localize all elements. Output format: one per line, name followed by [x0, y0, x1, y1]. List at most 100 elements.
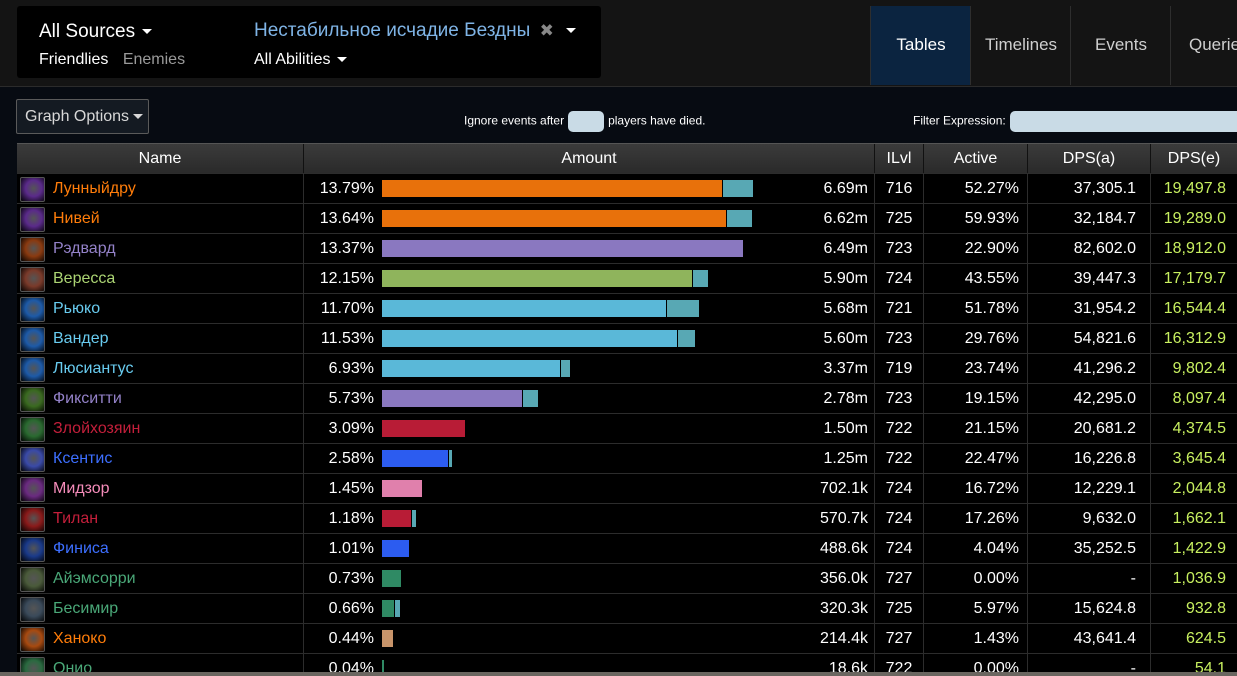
filter-expression-input[interactable]	[1009, 111, 1237, 132]
damage-percent: 13.37%	[319, 240, 374, 257]
player-name[interactable]: Фикситти	[53, 390, 122, 407]
table-row[interactable]: Мидзор 1.45% 702.1k 724 16.72% 12,229.1 2,044.…	[17, 473, 1237, 503]
abilities-dropdown[interactable]: All Abilities	[254, 51, 348, 69]
tab-queries[interactable]: Queries	[1170, 6, 1237, 85]
player-name[interactable]: Айэмсорри	[53, 570, 136, 587]
dps-effective: 19,497.8	[1163, 180, 1226, 197]
table-row[interactable]: Тилан 1.18% 570.7k 724 17.26% 9,632.0 1,662.1	[17, 503, 1237, 533]
column-divider	[1150, 354, 1151, 383]
dps-active: -	[1130, 570, 1136, 587]
item-level: 722	[885, 420, 913, 437]
table-row[interactable]: Лунныйдру 13.79% 6.69m 716 52.27% 37,305.1 19,…	[17, 173, 1237, 203]
active-percent: 17.26%	[964, 510, 1019, 527]
column-header-dps-a[interactable]: DPS(a)	[1028, 144, 1151, 173]
table-row[interactable]: Нивей 13.64% 6.62m 725 59.93% 32,184.7 19,289.…	[17, 203, 1237, 233]
column-header-name[interactable]: Name	[17, 144, 304, 173]
column-divider	[923, 324, 924, 353]
column-divider	[1150, 444, 1151, 473]
tab-tables[interactable]: Tables	[870, 6, 971, 85]
player-name[interactable]: Злойхозяин	[53, 420, 141, 437]
dps-active: 16,226.8	[1073, 450, 1136, 467]
player-name[interactable]: Финиса	[53, 540, 109, 557]
target-dropdown[interactable]: Нестабильное исчадие Бездны ✖	[254, 20, 577, 42]
column-header-ilvl[interactable]: ILvl	[875, 144, 924, 173]
dps-effective: 16,544.4	[1163, 300, 1226, 317]
column-header-dps-e[interactable]: DPS(e)	[1167, 150, 1221, 167]
graph-options-button[interactable]: Graph Options	[16, 99, 149, 134]
column-divider	[923, 264, 924, 293]
player-name[interactable]: Вандер	[53, 330, 109, 347]
player-name[interactable]: Рьюко	[53, 300, 101, 317]
column-divider	[923, 504, 924, 533]
table-row[interactable]: Айэмсорри 0.73% 356.0k 727 0.00% - 1,036.9	[17, 563, 1237, 593]
column-header-amount[interactable]: Amount	[304, 144, 875, 173]
player-name[interactable]: Бесимир	[53, 600, 119, 617]
player-name[interactable]: Лунныйдру	[53, 180, 136, 197]
column-divider	[303, 174, 304, 203]
damage-percent: 11.53%	[320, 330, 374, 347]
table-row[interactable]: Ксентис 2.58% 1.25m 722 22.47% 16,226.8 3,645.…	[17, 443, 1237, 473]
table-row[interactable]: Финиса 1.01% 488.6k 724 4.04% 35,252.5 1,422.9	[17, 533, 1237, 563]
enemies-link[interactable]: Enemies	[122, 51, 186, 68]
column-divider	[1150, 564, 1151, 593]
table-row[interactable]: Бесимир 0.66% 320.3k 725 5.97% 15,624.8 932.8	[17, 593, 1237, 623]
player-name[interactable]: Тилан	[53, 510, 99, 527]
column-divider	[1027, 294, 1028, 323]
column-divider	[1150, 324, 1151, 353]
table-row[interactable]: Фикситти 5.73% 2.78m 723 19.15% 42,295.0 8,097…	[17, 383, 1237, 413]
column-divider	[303, 654, 304, 676]
column-divider	[874, 414, 875, 443]
player-name[interactable]: Ханоко	[53, 630, 107, 647]
player-name[interactable]: Люсиантус	[53, 360, 134, 377]
damage-amount: 702.1k	[819, 480, 868, 497]
damage-bar	[382, 570, 401, 587]
source-dropdown[interactable]: All Sources	[39, 21, 153, 43]
dps-effective: 2,044.8	[1172, 480, 1226, 497]
pet-damage-bar	[693, 270, 708, 287]
column-divider	[1150, 654, 1151, 676]
damage-amount: 488.6k	[819, 540, 868, 557]
item-level: 719	[885, 360, 913, 377]
table-row[interactable]: Рьюко 11.70% 5.68m 721 51.78% 31,954.2 16,544.…	[17, 293, 1237, 323]
column-header-active[interactable]: Active	[924, 144, 1028, 173]
player-name[interactable]: Рэдвард	[53, 240, 116, 257]
table-row[interactable]: Люсиантус 6.93% 3.37m 719 23.74% 41,296.2 9,80…	[17, 353, 1237, 383]
damage-bar	[382, 210, 726, 227]
tab-timelines[interactable]: Timelines	[970, 6, 1071, 85]
friendlies-link[interactable]: Friendlies	[39, 51, 109, 68]
table-row[interactable]: Вандер 11.53% 5.60m 723 29.76% 54,821.6 16,312…	[17, 323, 1237, 353]
source-target-panel: All Sources Friendlies Enemies Нестабиль…	[17, 6, 601, 78]
damage-bar	[382, 540, 409, 557]
active-percent: 23.74%	[964, 360, 1019, 377]
active-percent: 21.15%	[964, 420, 1019, 437]
dps-effective: 17,179.7	[1163, 270, 1226, 287]
table-row[interactable]: Злойхозяин 3.09% 1.50m 722 21.15% 20,681.2 4,3…	[17, 413, 1237, 443]
pet-damage-bar	[667, 300, 699, 317]
player-name[interactable]: Нивей	[53, 210, 100, 227]
column-divider	[923, 594, 924, 623]
graph-options-label: Graph Options	[25, 108, 130, 125]
filter-expression-control: Filter Expression:	[913, 111, 1237, 132]
player-name[interactable]: Вересса	[53, 270, 116, 287]
tab-events[interactable]: Events	[1070, 6, 1171, 85]
column-divider	[874, 294, 875, 323]
clear-target-icon[interactable]: ✖	[539, 21, 554, 40]
column-divider	[923, 204, 924, 233]
table-row[interactable]: Ханоко 0.44% 214.4k 727 1.43% 43,641.4 624.5	[17, 623, 1237, 653]
column-divider	[1150, 264, 1151, 293]
column-divider	[1150, 174, 1151, 203]
table-row[interactable]: Рэдвард 13.37% 6.49m 723 22.90% 82,602.0 18,91…	[17, 233, 1237, 263]
damage-bar	[382, 510, 411, 527]
dps-effective: 9,802.4	[1172, 360, 1226, 377]
damage-bar	[382, 450, 448, 467]
frost-icon	[20, 357, 45, 382]
column-divider	[1027, 354, 1028, 383]
item-level: 724	[885, 510, 913, 527]
player-name[interactable]: Мидзор	[53, 480, 110, 497]
monk-icon	[20, 657, 45, 676]
death-count-input[interactable]	[568, 111, 605, 132]
table-row[interactable]: Вересса 12.15% 5.90m 724 43.55% 39,447.3 17,17…	[17, 263, 1237, 293]
player-name[interactable]: Ксентис	[53, 450, 113, 467]
active-percent: 19.15%	[964, 390, 1019, 407]
damage-bar	[382, 240, 743, 257]
